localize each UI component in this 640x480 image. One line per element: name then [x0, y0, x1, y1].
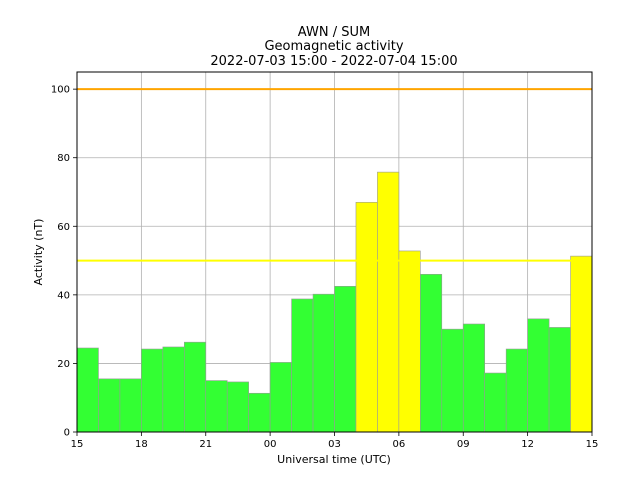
bar [119, 378, 142, 433]
bar [377, 171, 400, 433]
chart-title-line-3: 2022-07-03 15:00 - 2022-07-04 15:00 [210, 54, 457, 69]
bar [527, 318, 550, 433]
bar [462, 323, 486, 433]
bar [183, 341, 207, 433]
bar [248, 392, 271, 433]
y-tick-label: 20 [57, 359, 70, 370]
bar [312, 293, 335, 433]
bar [141, 348, 164, 433]
bars [76, 171, 593, 433]
bar [226, 381, 249, 433]
y-tick-label: 100 [51, 85, 70, 96]
y-tick-label: 80 [57, 153, 70, 164]
bar [355, 201, 378, 433]
bar [162, 346, 185, 433]
bar [505, 348, 528, 433]
bar [484, 372, 507, 433]
x-tick-label: 00 [264, 439, 277, 450]
bar [76, 347, 99, 433]
x-tick-label: 03 [328, 439, 341, 450]
chart-title-line-1: AWN / SUM [298, 25, 370, 40]
x-tick-label: 06 [393, 439, 406, 450]
x-tick-label: 15 [71, 439, 84, 450]
bar [420, 273, 443, 433]
bar [570, 255, 593, 433]
chart-title-line-2: Geomagnetic activity [264, 39, 403, 54]
bar [98, 378, 121, 433]
y-tick-label: 40 [57, 290, 70, 301]
y-tick-label: 0 [64, 428, 70, 439]
bar [398, 250, 421, 433]
y-axis-label: Activity (nT) [32, 219, 45, 286]
bar [548, 327, 571, 433]
x-tick-label: 09 [457, 439, 470, 450]
y-axis-ticks: 0 20 40 60 80 100 [51, 85, 77, 439]
bar [269, 362, 292, 433]
bar [441, 328, 464, 433]
x-tick-label: 15 [586, 439, 599, 450]
x-tick-label: 21 [199, 439, 212, 450]
bar [205, 380, 228, 433]
y-tick-label: 60 [57, 222, 70, 233]
bar [291, 298, 314, 433]
x-axis-ticks: 15 18 21 00 03 06 09 12 15 [71, 432, 599, 450]
x-tick-label: 12 [521, 439, 534, 450]
x-axis-label: Universal time (UTC) [277, 453, 391, 466]
threshold-lines [77, 88, 592, 262]
x-tick-label: 18 [135, 439, 148, 450]
bar [334, 285, 357, 433]
